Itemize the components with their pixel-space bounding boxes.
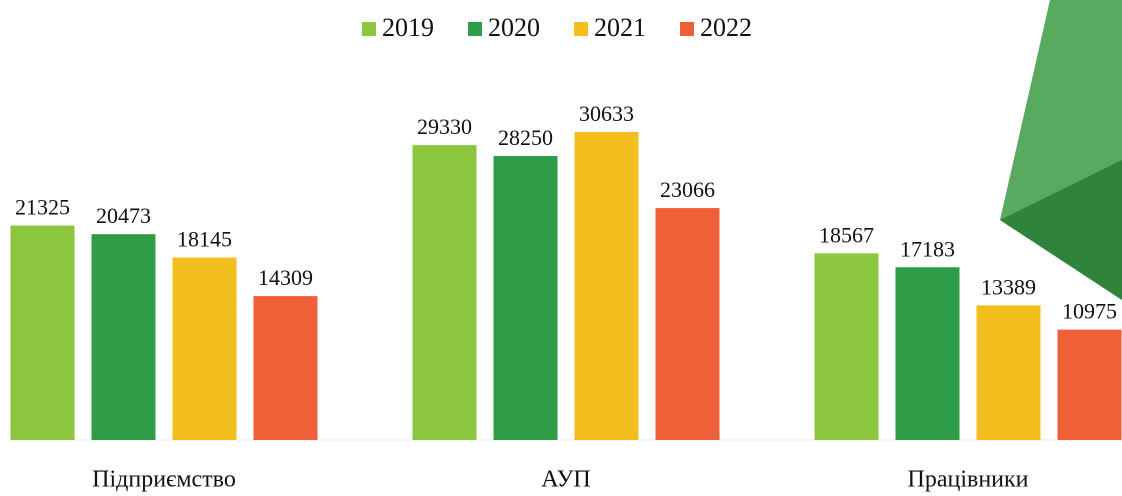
legend-swatch xyxy=(574,22,588,36)
data-label: 17183 xyxy=(900,236,955,261)
data-label: 18145 xyxy=(177,227,232,252)
data-label: 10975 xyxy=(1062,299,1117,324)
legend-swatch xyxy=(468,22,482,36)
decoration xyxy=(1000,160,1122,300)
bar xyxy=(574,132,639,440)
bar xyxy=(253,296,318,440)
bar xyxy=(976,305,1041,440)
data-label: 30633 xyxy=(579,101,634,126)
bar xyxy=(172,257,237,440)
bar xyxy=(412,145,477,441)
data-label: 14309 xyxy=(258,265,313,290)
data-label: 21325 xyxy=(15,195,70,220)
data-label: 20473 xyxy=(96,203,151,228)
legend-label: 2022 xyxy=(700,13,752,42)
data-label: 18567 xyxy=(819,222,874,247)
bar xyxy=(1057,329,1122,440)
legend-swatch xyxy=(680,22,694,36)
legend-label: 2019 xyxy=(382,13,434,42)
bar xyxy=(895,267,960,440)
bar xyxy=(814,253,879,440)
data-label: 29330 xyxy=(417,114,472,139)
bar xyxy=(655,208,720,440)
bar xyxy=(91,234,156,440)
data-label: 13389 xyxy=(981,274,1036,299)
data-label: 23066 xyxy=(660,177,715,202)
legend-label: 2020 xyxy=(488,13,540,42)
legend-swatch xyxy=(362,22,376,36)
data-label: 28250 xyxy=(498,125,553,150)
legend-label: 2021 xyxy=(594,13,646,42)
bar xyxy=(10,225,75,440)
x-tick-label: АУП xyxy=(541,467,591,493)
x-tick-label: Підприємство xyxy=(92,467,236,493)
bar xyxy=(493,155,558,441)
x-tick-label: Працівники xyxy=(907,467,1028,493)
